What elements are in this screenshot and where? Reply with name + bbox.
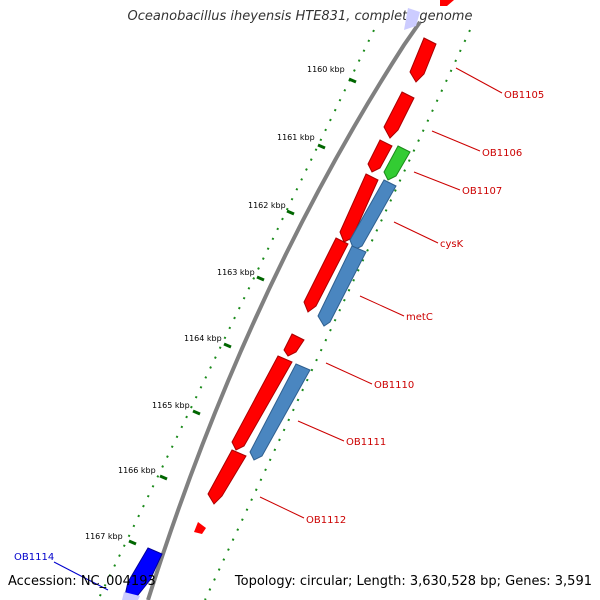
scale-label: 1163 kbp xyxy=(217,268,255,277)
leader-line xyxy=(431,130,481,152)
cds-feature[interactable] xyxy=(123,547,163,600)
scale-label: 1164 kbp xyxy=(184,334,222,343)
scale-tick xyxy=(256,275,265,282)
cds-feature[interactable] xyxy=(207,449,247,505)
cds-feature[interactable] xyxy=(249,363,311,461)
leader-lines xyxy=(53,67,503,591)
cds-feature[interactable] xyxy=(194,522,206,534)
scale-tick xyxy=(286,209,295,216)
genome-backbone xyxy=(146,20,422,600)
leader-line xyxy=(413,171,461,191)
scale-label: 1162 kbp xyxy=(248,201,286,210)
scale-tick xyxy=(223,342,232,349)
scale-tick xyxy=(348,77,357,84)
scale-tick xyxy=(192,409,201,416)
scale-ticks xyxy=(128,77,357,546)
leader-line xyxy=(393,221,439,244)
gene-label[interactable]: cysK xyxy=(440,239,464,250)
cds-feature[interactable] xyxy=(339,173,379,243)
leader-line xyxy=(297,420,345,442)
gene-labels: OB1105 OB1106 OB1107 cysK metC OB1110 OB… xyxy=(14,90,544,563)
scale-label: 1161 kbp xyxy=(277,133,315,142)
cds-feature[interactable] xyxy=(122,592,140,600)
scale-label: 1165 kbp xyxy=(152,401,190,410)
cds-feature[interactable] xyxy=(231,355,293,451)
leader-line xyxy=(455,67,503,94)
cds-feature[interactable] xyxy=(303,237,349,313)
cds-feature[interactable] xyxy=(440,0,454,6)
genome-title: Oceanobacillus iheyensis HTE831, complet… xyxy=(127,9,473,24)
gene-label[interactable]: OB1110 xyxy=(374,380,414,391)
leader-line xyxy=(53,561,109,591)
scale-tick xyxy=(317,143,326,150)
scale-label: 1160 kbp xyxy=(307,65,345,74)
cds-feature[interactable] xyxy=(409,37,437,83)
leader-line xyxy=(259,496,305,519)
scale-tick xyxy=(159,474,168,481)
cds-feature[interactable] xyxy=(404,8,420,30)
gene-label[interactable]: OB1107 xyxy=(462,186,502,197)
leader-line xyxy=(359,295,405,317)
scale-tick xyxy=(128,539,137,546)
cds-features xyxy=(122,0,454,600)
gene-label[interactable]: OB1112 xyxy=(306,515,346,526)
cds-feature[interactable] xyxy=(317,245,367,327)
cds-feature[interactable] xyxy=(283,333,305,357)
scale-label: 1166 kbp xyxy=(118,466,156,475)
cds-feature[interactable] xyxy=(367,139,393,173)
leader-line xyxy=(325,362,373,385)
topology-text: Topology: circular; Length: 3,630,528 bp… xyxy=(234,574,592,589)
gene-label[interactable]: OB1111 xyxy=(346,437,386,448)
scale-label: 1167 kbp xyxy=(85,532,123,541)
gene-label[interactable]: metC xyxy=(406,312,433,323)
gene-label[interactable]: OB1106 xyxy=(482,148,522,159)
cds-feature[interactable] xyxy=(383,91,415,139)
cds-feature[interactable] xyxy=(383,145,411,181)
gene-label[interactable]: OB1105 xyxy=(504,90,544,101)
gene-label[interactable]: OB1114 xyxy=(14,552,54,563)
accession-text: Accession: NC_004193 xyxy=(8,574,156,589)
cds-feature[interactable] xyxy=(349,179,397,251)
scale-labels: 1160 kbp 1161 kbp 1162 kbp 1163 kbp 1164… xyxy=(85,65,345,541)
